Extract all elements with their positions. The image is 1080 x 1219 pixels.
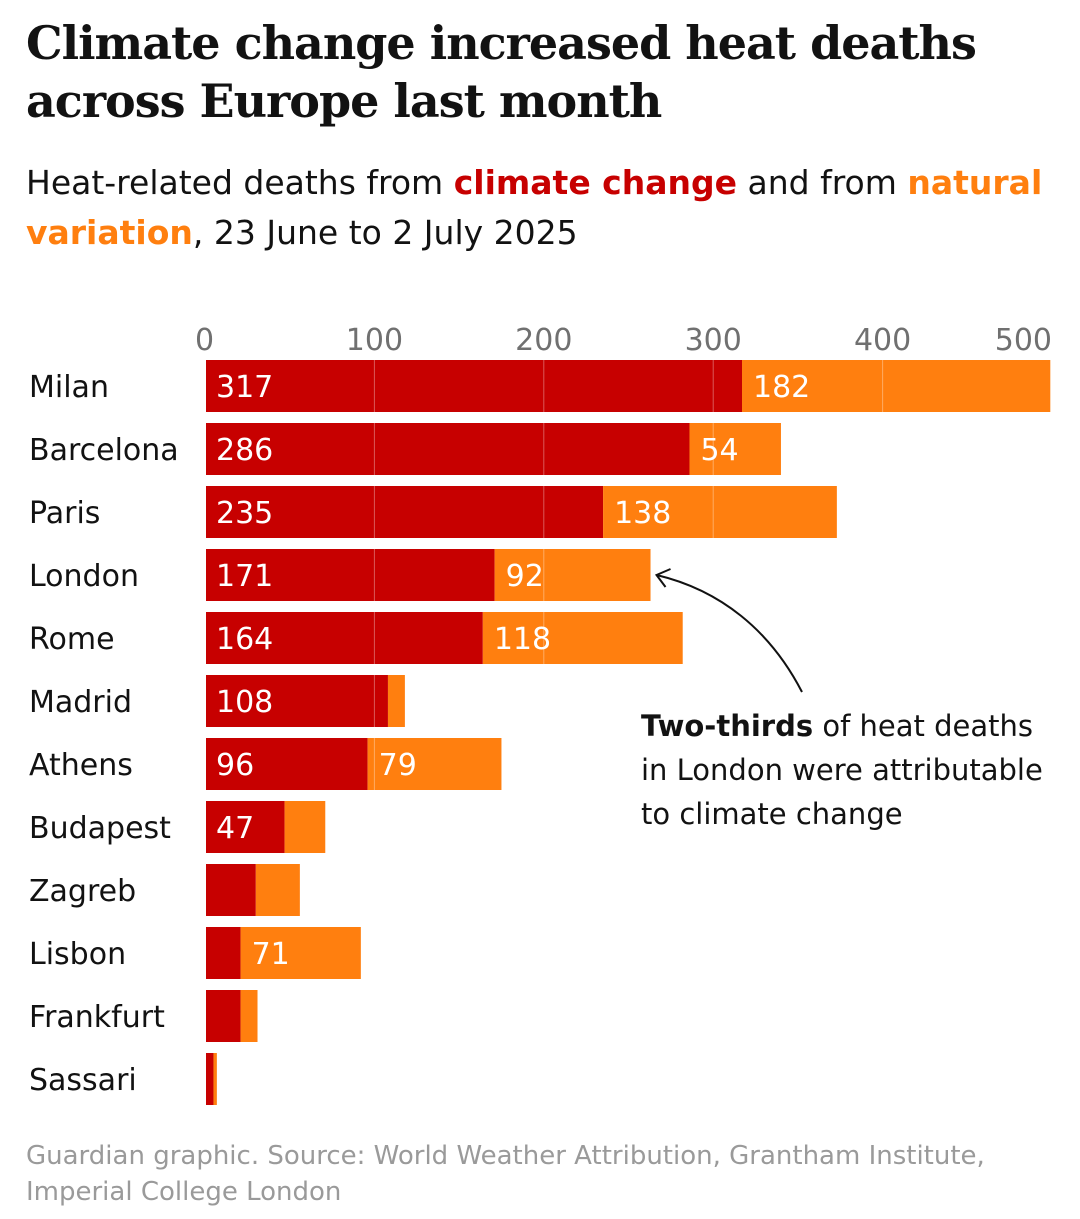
bar-segment [205, 360, 742, 412]
bar-segment [205, 675, 388, 727]
bar-segment [689, 423, 781, 475]
bar-segment [205, 738, 368, 790]
category-label: Madrid [29, 685, 132, 720]
category-label: Lisbon [29, 937, 126, 972]
annotation-text: of heat deaths in London were attributab… [641, 709, 1043, 831]
bar-value-label: 164 [216, 622, 273, 657]
bar-segment [205, 486, 604, 538]
x-tick-label: 500 [995, 323, 1052, 358]
london-annotation: Two-thirds of heat deaths in London were… [641, 704, 1051, 836]
x-tick-label: 200 [515, 323, 572, 358]
bar-segment [205, 801, 285, 853]
bar-segment [240, 927, 361, 979]
bar-value-label: 171 [216, 559, 273, 594]
bar-segment [255, 864, 300, 916]
bar-value-label: 54 [700, 433, 738, 468]
bar-value-label: 79 [379, 748, 417, 783]
chart-title: Climate change increased heat deaths acr… [26, 16, 977, 128]
bar-value-label: 138 [614, 496, 671, 531]
category-label: Paris [29, 496, 100, 531]
source-note: Guardian graphic. Source: World Weather … [26, 1141, 985, 1207]
category-label: Rome [29, 622, 115, 657]
bar-value-label: 71 [252, 937, 290, 972]
annotation-arrowhead [654, 568, 671, 588]
subtitle-text-2: and from [737, 163, 908, 202]
chart-subtitle: Heat-related deaths from climate change … [26, 158, 1066, 258]
subtitle-text-3: , 23 June to 2 July 2025 [192, 213, 578, 252]
bar-segment [213, 1053, 217, 1105]
category-label: Zagreb [29, 874, 136, 909]
bar-segment [284, 801, 326, 853]
category-label: Athens [29, 748, 133, 783]
x-tick-label: 100 [346, 323, 403, 358]
bar-segment [205, 990, 241, 1042]
category-label: London [29, 559, 139, 594]
bar-value-label: 96 [216, 748, 254, 783]
annotation-arrow [656, 574, 803, 693]
bar-value-label: 47 [216, 811, 254, 846]
bar-segment [205, 1053, 214, 1105]
bar-value-label: 235 [216, 496, 273, 531]
bar-segment [205, 549, 495, 601]
bar-value-label: 286 [216, 433, 273, 468]
bar-segment [387, 675, 405, 727]
annotation-bold: Two-thirds [641, 709, 814, 743]
bar-value-label: 108 [216, 685, 273, 720]
category-label: Milan [29, 370, 109, 405]
bar-segment [367, 738, 502, 790]
bar-segment [205, 927, 241, 979]
bar-value-label: 118 [494, 622, 551, 657]
subtitle-text-1: Heat-related deaths from [26, 163, 454, 202]
x-tick-label: 400 [854, 323, 911, 358]
bar-segment [205, 612, 483, 664]
category-label: Barcelona [29, 433, 179, 468]
bar-segment [741, 360, 1051, 412]
x-tick-label: 0 [195, 323, 214, 358]
legend-key-climate-change: climate change [453, 163, 738, 202]
legend-key-natural-variation: natural variation [26, 163, 1043, 252]
category-label: Budapest [29, 811, 171, 846]
bar-value-label: 92 [506, 559, 544, 594]
bar-segment [205, 864, 256, 916]
bar-segment [603, 486, 837, 538]
bar-segment [240, 990, 258, 1042]
bar-segment [494, 549, 651, 601]
bar-value-label: 317 [216, 370, 273, 405]
x-tick-label: 300 [685, 323, 742, 358]
bar-segment [205, 423, 690, 475]
bar-segment [482, 612, 683, 664]
stacked-bar-chart: 0 100 200 300 400 500 Milan 317 182 Barcelona 286 5… [29, 323, 1053, 1105]
bar-value-label: 182 [753, 370, 810, 405]
category-label: Frankfurt [29, 1000, 165, 1035]
category-label: Sassari [29, 1063, 137, 1098]
